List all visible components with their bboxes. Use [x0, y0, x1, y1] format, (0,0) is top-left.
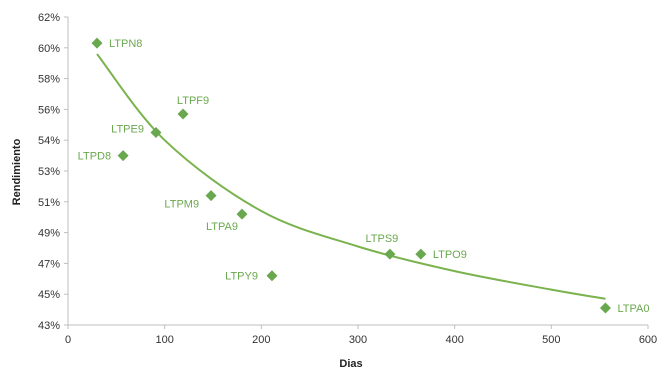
x-tick-label: 0 — [65, 334, 71, 346]
trendline — [96, 53, 606, 300]
data-point-ltps9 — [384, 248, 396, 260]
y-axis-title: Rendimiento — [11, 138, 23, 205]
x-tick-label: 100 — [155, 334, 173, 346]
y-tick-label: 58% — [38, 74, 60, 86]
data-label-ltpn8: LTPN8 — [109, 38, 142, 50]
data-point-ltpm9 — [205, 190, 217, 202]
data-label-ltpm9: LTPM9 — [164, 199, 199, 211]
x-axis-title: Dias — [339, 358, 362, 370]
y-tick-label: 47% — [38, 258, 60, 270]
x-tick-label: 300 — [349, 334, 367, 346]
axes-layer — [64, 16, 649, 329]
data-point-ltpy9 — [266, 270, 278, 282]
y-tick-label: 62% — [38, 12, 60, 24]
data-label-ltpa0: LTPA0 — [617, 303, 649, 315]
y-tick-labels: 43% 45% 47% 49% 51% 53% 54% 56% 58% 60% 62% — [38, 12, 60, 332]
data-label-ltps9: LTPS9 — [365, 233, 398, 245]
y-tick-label: 45% — [38, 289, 60, 301]
data-label-ltpf9: LTPF9 — [177, 95, 209, 107]
x-tick-label: 400 — [445, 334, 463, 346]
x-tick-label: 500 — [542, 334, 560, 346]
y-tick-label: 49% — [38, 228, 60, 240]
data-label-ltpa9: LTPA9 — [206, 221, 238, 233]
y-tick-label: 51% — [38, 197, 60, 209]
y-tick-label: 60% — [38, 43, 60, 55]
data-label-ltpd8: LTPD8 — [78, 151, 111, 163]
data-point-ltpd8 — [117, 150, 129, 162]
data-point-ltpe9 — [150, 127, 162, 138]
data-point-ltpa0 — [599, 302, 611, 314]
y-tick-label: 43% — [38, 320, 60, 332]
data-point-ltpn8 — [91, 37, 103, 49]
points-layer — [91, 37, 611, 314]
data-point-ltpa9 — [236, 208, 248, 220]
data-point-ltpf9 — [177, 108, 189, 120]
point-labels-layer: LTPN8 LTPD8 LTPE9 LTPF9 LTPM9 LTPA9 LTPY9 LTPS9… — [78, 38, 650, 315]
x-tick-label: 600 — [639, 334, 657, 346]
data-label-ltpy9: LTPY9 — [225, 271, 258, 283]
data-label-ltpe9: LTPE9 — [111, 124, 144, 136]
trendline-layer — [96, 53, 606, 300]
y-tick-label: 53% — [38, 166, 60, 178]
x-tick-label: 200 — [252, 334, 270, 346]
data-point-ltpo9 — [415, 248, 427, 260]
data-label-ltpo9: LTPO9 — [433, 249, 467, 261]
y-tick-label: 54% — [38, 135, 60, 147]
x-tick-labels: 0 100 200 300 400 500 600 — [65, 334, 657, 346]
y-tick-label: 56% — [38, 104, 60, 116]
